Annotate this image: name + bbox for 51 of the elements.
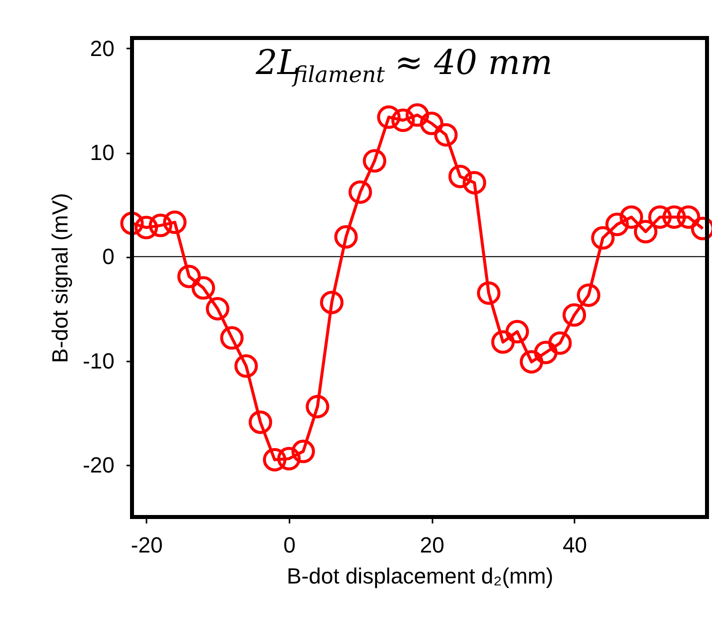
point <box>562 303 586 327</box>
point <box>291 440 315 464</box>
point <box>420 112 444 136</box>
point <box>206 297 230 320</box>
point <box>277 446 301 470</box>
y-tick-label: -10 <box>82 348 114 374</box>
point <box>334 225 358 249</box>
point <box>320 290 344 314</box>
y-tick-label: -20 <box>82 452 114 478</box>
point <box>262 448 286 472</box>
point <box>220 326 244 350</box>
point <box>662 205 686 229</box>
point <box>620 205 644 229</box>
point <box>491 330 515 354</box>
point <box>676 205 700 229</box>
point <box>505 320 529 344</box>
point <box>391 108 415 132</box>
point <box>591 226 615 250</box>
x-tick-label: 20 <box>420 532 444 558</box>
y-tick-label: 0 <box>102 244 114 270</box>
x-tick-label: 40 <box>562 532 588 558</box>
point <box>462 171 486 194</box>
point <box>605 212 629 236</box>
point <box>448 164 472 188</box>
x-axis-title: B-dot displacement d₂(mm) <box>286 564 554 588</box>
point <box>406 103 430 127</box>
point <box>120 212 144 236</box>
point <box>134 216 158 240</box>
point <box>192 276 216 300</box>
point <box>163 210 187 234</box>
point <box>362 149 386 173</box>
x-tick-label: 0 <box>283 532 296 558</box>
point <box>534 340 558 364</box>
point <box>634 220 658 244</box>
y-tick-label: 10 <box>90 140 114 166</box>
x-tick-label: -20 <box>130 532 163 558</box>
point <box>576 283 600 307</box>
y-tick-label: 20 <box>90 36 114 61</box>
y-axis-title: B-dot signal (mV) <box>48 193 73 363</box>
point <box>648 205 672 229</box>
point <box>520 350 544 374</box>
point <box>476 281 500 305</box>
point <box>234 354 258 378</box>
point <box>348 180 372 204</box>
point <box>548 331 572 355</box>
point <box>148 214 172 238</box>
point <box>248 410 272 434</box>
point <box>377 105 401 129</box>
point <box>177 264 201 288</box>
point <box>306 394 330 418</box>
point <box>434 123 458 147</box>
